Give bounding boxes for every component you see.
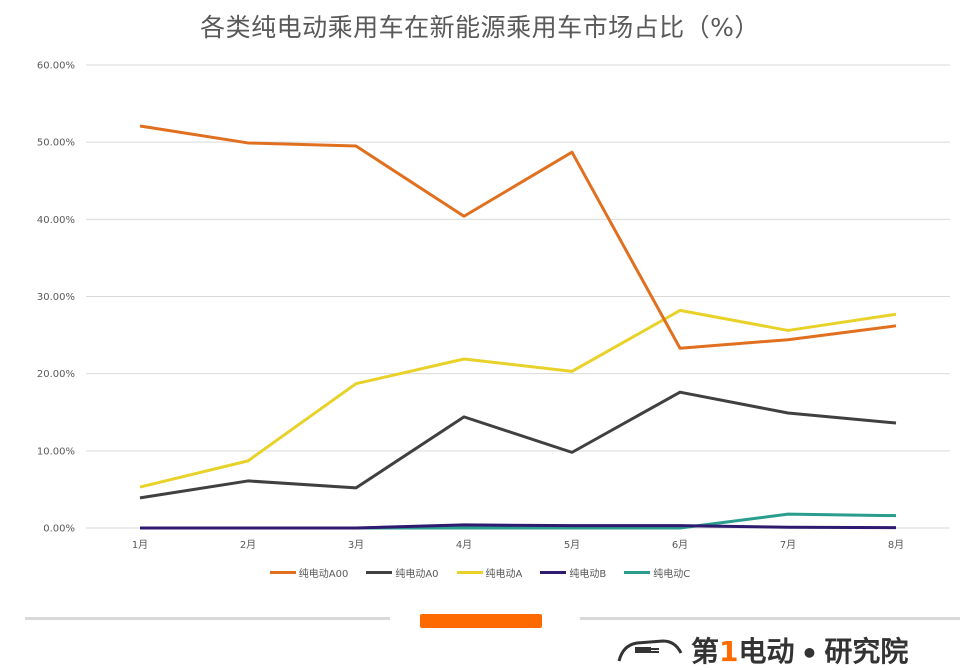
y-tick-label: 40.00%: [37, 215, 75, 226]
chart-title: 各类纯电动乘用车在新能源乘用车市场占比（%）: [200, 13, 760, 42]
legend-item: 纯电动A: [456, 565, 523, 580]
legend-item: 纯电动C: [624, 565, 690, 580]
legend-swatch-icon: [269, 571, 296, 574]
series-line: [139, 390, 897, 500]
legend-item: 纯电动B: [540, 565, 606, 580]
x-tick-label: 8月: [888, 539, 904, 551]
brand-logo: 第1电动 • 研究院: [615, 630, 908, 670]
legend-swatch-icon: [366, 571, 393, 574]
legend-swatch-icon: [456, 571, 483, 574]
y-tick-label: 20.00%: [37, 369, 75, 380]
legend-label: 纯电动C: [653, 569, 691, 580]
brand-dot: •: [800, 637, 819, 670]
series-line: [139, 124, 897, 350]
legend-label: 纯电动A00: [298, 569, 349, 580]
brand-name: 第1电动: [691, 635, 795, 668]
x-tick-label: 7月: [780, 539, 796, 551]
y-tick-label: 50.00%: [37, 138, 75, 149]
series-line: [139, 308, 897, 489]
series-line: [140, 523, 897, 530]
x-tick-label: 1月: [132, 539, 148, 551]
legend-label: 纯电动A: [485, 569, 523, 580]
y-tick-label: 10.00%: [37, 446, 75, 457]
x-tick-label: 2月: [240, 539, 256, 551]
legend-item: 纯电动A0: [366, 565, 439, 580]
legend-swatch-icon: [624, 571, 651, 574]
legend-item: 纯电动A00: [269, 565, 349, 580]
x-tick-label: 6月: [672, 539, 688, 551]
footer-divider-left: [25, 617, 390, 620]
y-tick-label: 0.00%: [43, 524, 75, 535]
legend-label: 纯电动B: [569, 569, 607, 580]
y-tick-label: 60.00%: [37, 61, 75, 72]
x-tick-label: 5月: [564, 539, 580, 551]
x-tick-label: 3月: [348, 539, 364, 551]
chart-legend: 纯电动A00 纯电动A0 纯电动A 纯电动B 纯电动C: [0, 565, 960, 580]
legend-label: 纯电动A0: [395, 569, 439, 580]
car-plug-icon: [615, 633, 685, 670]
x-tick-label: 4月: [456, 539, 472, 551]
footer-divider-right: [580, 617, 960, 620]
legend-swatch-icon: [540, 571, 567, 574]
line-chart-plot: 0.00% 10.00% 20.00% 30.00% 40.00% 50.00% 60.00…: [37, 61, 950, 551]
footer-accent-bar: [420, 614, 542, 628]
y-tick-label: 30.00%: [37, 292, 75, 303]
brand-suffix: 研究院: [824, 635, 909, 668]
